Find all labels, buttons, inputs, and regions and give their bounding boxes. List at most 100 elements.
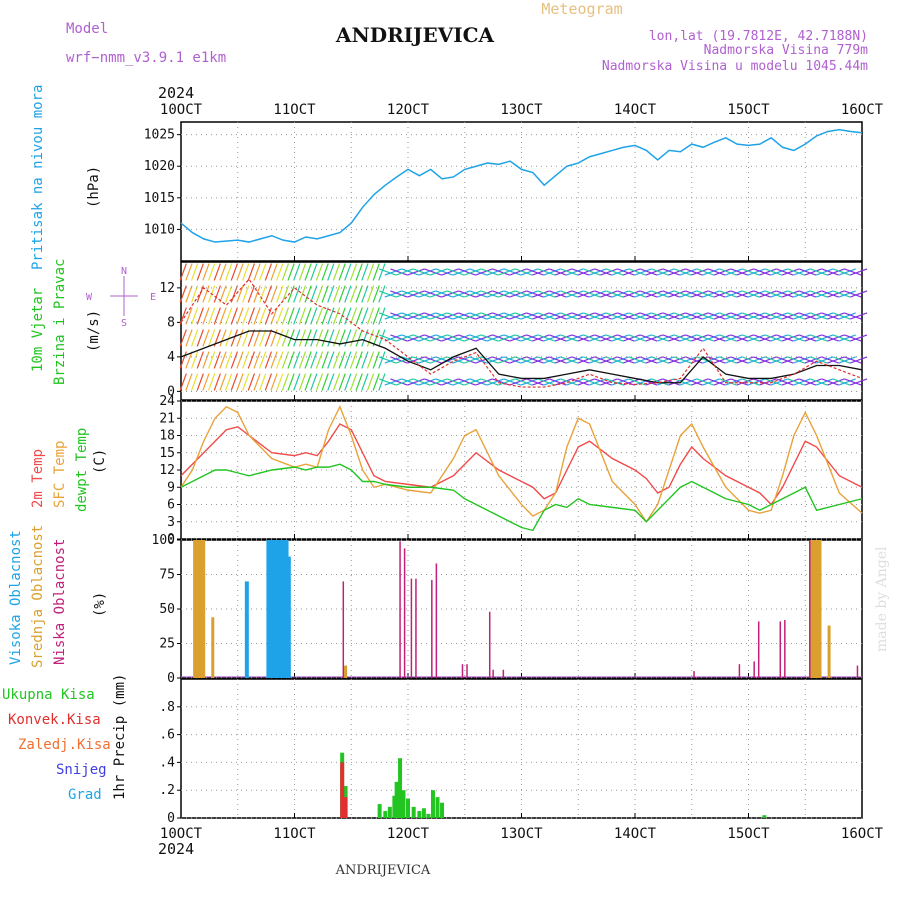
cloud-low-bar	[738, 664, 741, 678]
wind-arrow	[202, 285, 210, 303]
wind-ylabel-2: Brzina i Pravac	[52, 259, 68, 385]
wind-arrow	[384, 356, 402, 364]
temperature-ytick-label: 18	[159, 429, 175, 444]
wind-arrow	[401, 268, 419, 276]
wind-arrow	[628, 334, 646, 342]
wind-arrow	[776, 290, 794, 298]
wind-arrow	[321, 285, 329, 303]
wind-arrow	[344, 285, 352, 303]
wind-arrow	[645, 356, 663, 364]
wind-arrow	[776, 268, 794, 276]
wind-arrow	[253, 263, 261, 281]
wind-arrow	[247, 351, 256, 369]
wind-arrow	[713, 356, 732, 364]
x-label-bottom: 16OCT	[841, 826, 884, 842]
wind-arrow	[685, 356, 703, 364]
x-label-bottom: 14OCT	[614, 826, 657, 842]
wind-arrow	[481, 378, 499, 386]
wind-arrow	[696, 268, 715, 276]
wind-arrow	[770, 268, 788, 276]
wind-arrow	[259, 373, 267, 391]
wind-arrow	[327, 329, 335, 347]
wind-arrow	[293, 373, 301, 391]
pressure-ytick-label: 1025	[144, 128, 175, 143]
wind-arrow	[366, 263, 375, 281]
cloud-mid-bar	[193, 540, 197, 678]
wind-arrow	[770, 290, 788, 298]
wind-arrow	[281, 329, 290, 347]
wind-arrow	[668, 334, 686, 342]
wind-arrow	[702, 312, 720, 320]
wind-unit: (m/s)	[86, 310, 102, 352]
wind-arrow	[634, 290, 652, 298]
wind-arrow	[781, 356, 800, 364]
wind-arrow	[781, 268, 800, 276]
wind-arrow	[372, 351, 380, 369]
cloud-low-bar	[415, 578, 417, 678]
wind-arrow	[702, 378, 720, 386]
precip-total-bar	[387, 806, 392, 818]
wind-arrow	[639, 312, 658, 320]
wind-arrow	[600, 356, 618, 364]
wind-arrow	[293, 329, 301, 347]
wind-arrow	[424, 356, 442, 364]
wind-arrow	[810, 334, 828, 342]
wind-arrow	[849, 268, 868, 276]
wind-arrow	[390, 268, 408, 276]
wind-arrow	[520, 334, 539, 342]
wind-arrow	[287, 373, 295, 391]
cloud-low-bar	[466, 664, 468, 678]
wind-arrow	[532, 312, 550, 320]
wind-arrow	[242, 329, 250, 347]
wind-arrow	[281, 307, 290, 325]
wind-arrow	[384, 334, 402, 342]
wind-arrow	[753, 378, 771, 386]
wind-arrow	[685, 290, 703, 298]
wind-arrow	[315, 373, 324, 391]
wind-arrow	[390, 378, 408, 386]
wind-arrow	[372, 373, 380, 391]
wind-arrow	[310, 373, 318, 391]
wind-arrow	[287, 285, 295, 303]
wind-arrow	[196, 263, 204, 281]
wind-arrow	[486, 378, 505, 386]
wind-arrow	[838, 268, 856, 276]
wind-arrow	[464, 334, 482, 342]
wind-arrow	[378, 373, 386, 391]
wind-arrow	[827, 334, 845, 342]
wind-arrow	[787, 356, 805, 364]
wind-arrow	[202, 307, 210, 325]
wind-arrow	[259, 329, 267, 347]
wind-arrow	[338, 373, 346, 391]
cloud-low-bar	[753, 661, 755, 678]
wind-arrow	[424, 378, 442, 386]
wind-arrow	[503, 268, 522, 276]
wind-arrow	[179, 285, 187, 303]
wind-arrow	[747, 268, 766, 276]
wind-speed-line	[180, 330, 863, 384]
wind-ytick-label: 0	[167, 384, 175, 399]
precip-total-bar	[401, 790, 406, 818]
wind-arrow	[554, 356, 573, 364]
wind-arrow	[611, 290, 629, 298]
wind-arrow	[787, 290, 805, 298]
wind-arrow	[628, 268, 646, 276]
wind-arrow	[435, 268, 453, 276]
wind-arrow	[759, 356, 777, 364]
wind-arrow	[395, 290, 414, 298]
wind-arrow	[588, 334, 607, 342]
wind-arrow	[566, 312, 584, 320]
wind-arrow	[315, 307, 324, 325]
wind-arrow	[781, 334, 800, 342]
wind-arrow	[412, 312, 431, 320]
cloud-low-bar	[403, 548, 406, 678]
wind-arrow	[605, 378, 624, 386]
wind-arrow	[452, 378, 471, 386]
wind-arrow	[674, 356, 692, 364]
precip-total-bar	[426, 813, 431, 818]
wind-arrow	[366, 351, 375, 369]
wind-arrow	[656, 290, 675, 298]
wind-arrow	[412, 334, 431, 342]
wind-arrow	[435, 290, 453, 298]
cloud-low-bar	[488, 611, 491, 678]
